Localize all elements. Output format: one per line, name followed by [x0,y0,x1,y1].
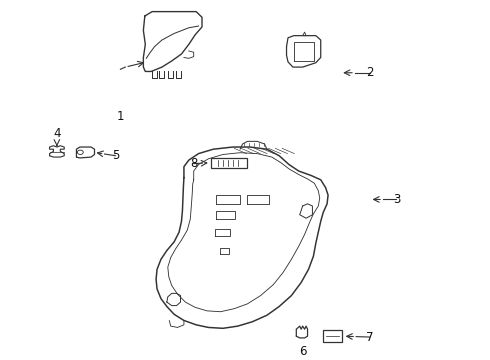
Text: 1: 1 [117,110,124,123]
Text: 3: 3 [393,193,400,206]
Bar [323,330,342,342]
Text: 4: 4 [53,127,61,140]
Text: 5: 5 [112,149,119,162]
Text: 6: 6 [299,345,306,357]
Bar [211,158,247,167]
Text: 7: 7 [366,330,373,343]
Text: 8: 8 [190,157,197,170]
Text: 2: 2 [366,66,373,79]
